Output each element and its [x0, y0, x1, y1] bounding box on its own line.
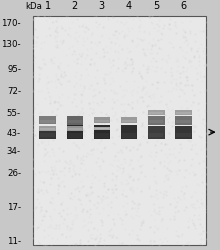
- Bar: [175, 110, 192, 115]
- Bar: [66, 116, 83, 125]
- Bar: [94, 126, 110, 130]
- Bar: [95, 128, 109, 129]
- Bar: [33, 16, 206, 245]
- Bar: [39, 116, 56, 124]
- Bar: [94, 117, 110, 123]
- Bar: [40, 128, 55, 130]
- Text: kDa: kDa: [25, 2, 42, 11]
- Bar: [68, 120, 82, 123]
- Bar: [121, 125, 137, 139]
- Bar: [40, 120, 55, 123]
- Bar: [122, 120, 136, 122]
- Bar: [66, 126, 83, 131]
- Bar: [121, 117, 137, 123]
- Bar: [122, 133, 136, 138]
- Bar: [176, 120, 191, 123]
- Bar: [148, 116, 165, 125]
- Bar: [176, 133, 191, 137]
- Bar: [149, 133, 163, 137]
- Bar: [40, 133, 55, 137]
- Bar: [148, 126, 165, 139]
- Bar: [94, 125, 110, 139]
- Bar: [148, 110, 165, 115]
- Bar: [95, 133, 109, 138]
- Bar: [149, 120, 163, 123]
- Bar: [175, 116, 192, 125]
- Bar: [39, 126, 56, 131]
- Bar: [175, 126, 192, 139]
- Bar: [68, 128, 82, 130]
- Bar: [68, 133, 82, 138]
- Bar: [66, 125, 83, 139]
- Bar: [176, 112, 191, 114]
- Bar: [95, 120, 109, 122]
- Bar: [149, 112, 163, 114]
- Bar: [39, 126, 56, 139]
